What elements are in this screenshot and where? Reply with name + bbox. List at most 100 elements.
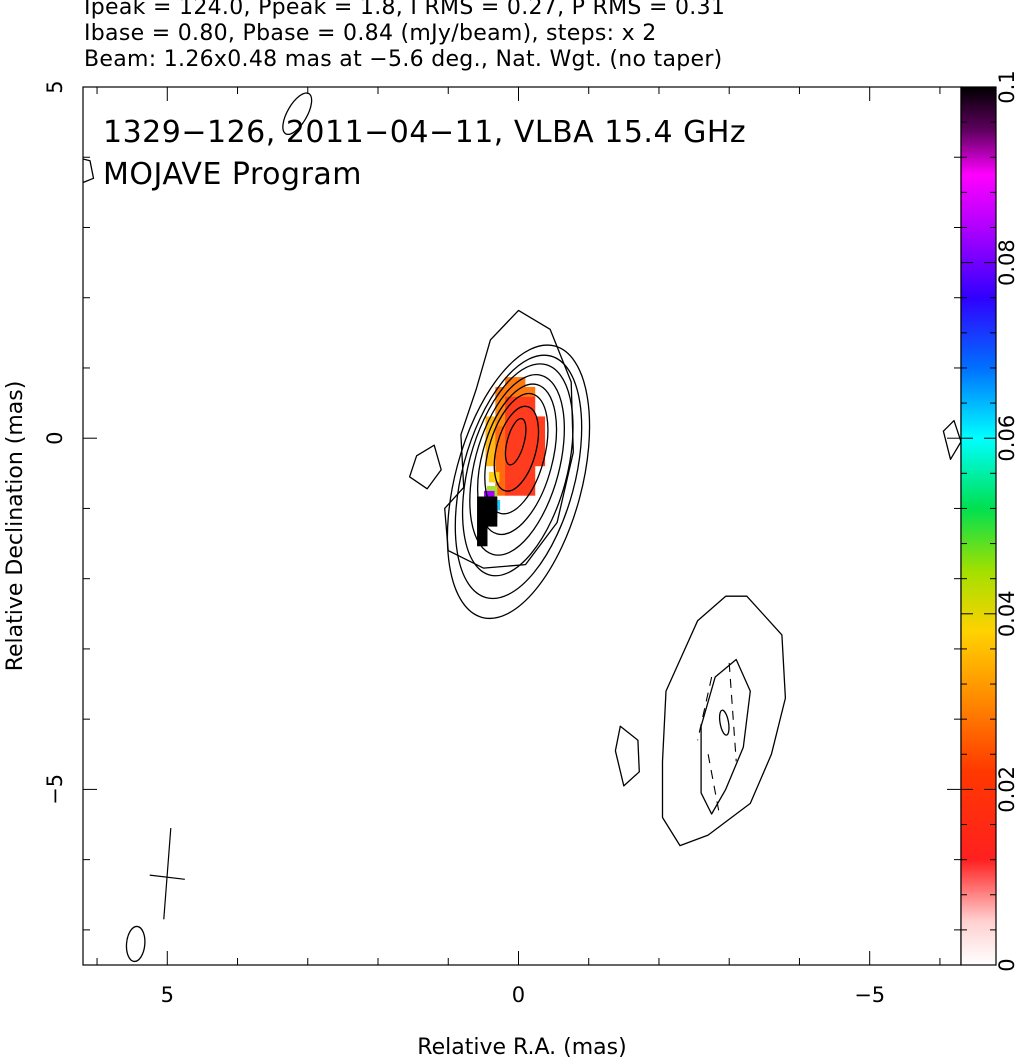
pol-pixel	[485, 416, 496, 427]
pol-pixel	[477, 516, 488, 527]
pol-pixel	[514, 455, 526, 467]
pol-pixel	[514, 465, 526, 477]
x-tick-label: 5	[161, 983, 174, 1007]
header-line-beam: Beam: 1.26x0.48 mas at −5.6 deg., Nat. W…	[84, 47, 723, 72]
pol-pixel	[514, 485, 526, 496]
pol-pixel	[534, 416, 546, 427]
x-axis-label: Relative R.A. (mas)	[417, 1035, 626, 1060]
core-contour-outer	[444, 309, 574, 569]
pol-pixel	[485, 455, 496, 467]
program-label: MOJAVE Program	[103, 157, 362, 192]
knot-contour	[408, 444, 442, 490]
pol-pixel	[514, 475, 526, 486]
pol-pixel	[534, 436, 546, 447]
colorbar-tick-labels: 0 0.02 0.04 0.06 0.08 0.1	[995, 70, 1019, 971]
beam-major-axis	[163, 827, 172, 920]
core-contour	[461, 363, 574, 577]
core-contour	[454, 354, 583, 600]
pol-pixel	[495, 396, 506, 408]
edge-contour	[125, 925, 146, 963]
pol-pixel	[514, 445, 526, 457]
pol-pixel	[495, 445, 506, 457]
colorbar-tick-label: 0.02	[995, 766, 1019, 813]
pol-pixel	[514, 386, 526, 398]
core-contour	[493, 405, 540, 492]
pol-pixel	[505, 455, 516, 467]
jet-dashed-contour	[728, 662, 737, 762]
pol-pixel	[495, 416, 506, 427]
pol-pixel	[524, 485, 536, 496]
colorbar-tick-label: 0.06	[995, 415, 1019, 462]
core-contour	[504, 417, 527, 466]
x-tick-label: 0	[512, 983, 525, 1007]
colorbar-tick-label: 0	[995, 958, 1019, 971]
pol-pixel	[505, 406, 516, 418]
colorbar-tick-label: 0.04	[995, 590, 1019, 637]
colorbar-tick-label: 0.1	[995, 70, 1019, 103]
pol-pixel	[524, 396, 536, 408]
pol-pixel	[477, 506, 488, 517]
pol-pixel	[495, 485, 506, 496]
pol-pixel	[524, 475, 536, 486]
pol-pixel	[534, 455, 546, 467]
map-frame	[82, 86, 962, 966]
total-intensity-contours	[83, 92, 961, 963]
jet-dashed-contour	[697, 676, 713, 741]
pol-pixel	[505, 445, 516, 457]
pol-pixel	[485, 445, 496, 457]
colorbar	[961, 87, 996, 965]
pol-pixel	[534, 445, 546, 457]
map-ticks	[83, 86, 961, 965]
jet-dashed-contour	[707, 754, 720, 811]
header-line-base: Ibase = 0.80, Pbase = 0.84 (mJy/beam), s…	[84, 21, 657, 46]
pol-pixel	[495, 465, 506, 477]
pol-pixel	[524, 416, 536, 427]
pol-pixel	[514, 396, 526, 408]
jet-contour-inner	[718, 709, 730, 736]
pol-pixel	[505, 377, 516, 388]
pol-pixel	[495, 475, 506, 486]
colorbar-frame	[960, 86, 997, 966]
beam-marker	[149, 827, 185, 920]
colorbar-ticks	[961, 86, 996, 966]
pol-pixel	[486, 496, 498, 507]
pol-pixel	[534, 426, 546, 437]
y-tick-label: 0	[43, 432, 67, 445]
edge-contour	[83, 158, 95, 184]
pol-pixel	[484, 490, 495, 502]
pol-pixel	[505, 386, 516, 398]
pol-pixel	[486, 506, 498, 517]
pol-pixel	[505, 416, 516, 427]
pol-pixel	[485, 426, 496, 437]
pol-pixel	[524, 445, 536, 457]
core-contour	[469, 374, 565, 556]
pol-pixel	[477, 535, 488, 547]
pol-pixel	[524, 455, 536, 467]
x-tick-label: −5	[854, 983, 885, 1007]
jet-contour-mid	[700, 658, 751, 815]
pol-pixel	[524, 436, 536, 447]
colorbar-tick-label: 0.08	[995, 239, 1019, 286]
pol-pixel	[505, 465, 516, 477]
pol-pixel	[495, 455, 506, 467]
pol-pixel	[488, 471, 500, 483]
y-tick-label: −5	[43, 774, 67, 805]
pol-pixel	[477, 496, 488, 507]
pol-pixel	[514, 416, 526, 427]
pol-pixel	[505, 436, 516, 447]
pol-pixel	[524, 386, 536, 398]
pol-pixel	[495, 436, 506, 447]
pol-pixel	[514, 436, 526, 447]
pol-pixel	[524, 465, 536, 477]
y-axis-label: Relative Declination (mas)	[3, 381, 28, 672]
pol-pixel	[505, 475, 516, 486]
core-contour	[484, 392, 549, 515]
header-line-peaks: Ipeak = 124.0, Ppeak = 1.8, I RMS = 0.27…	[84, 0, 726, 20]
jet-contour-outer	[661, 595, 787, 847]
knot-contour	[614, 725, 640, 787]
pol-pixel	[477, 526, 488, 537]
pol-pixel	[514, 406, 526, 418]
core-contour	[477, 383, 558, 536]
y-tick-label: 5	[43, 80, 67, 93]
pol-pixel	[514, 377, 526, 388]
